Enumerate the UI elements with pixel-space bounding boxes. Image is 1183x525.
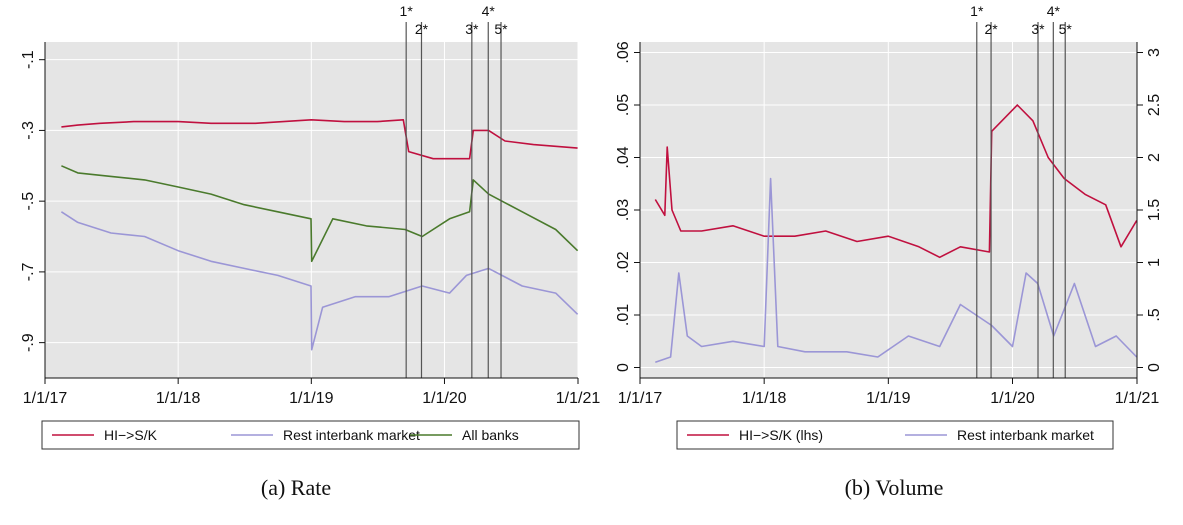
y-tick-label: .05 — [615, 94, 632, 116]
y-tick-label: -.7 — [20, 262, 37, 281]
event-label: 1* — [970, 3, 984, 19]
legend-label: HI−>S/K — [104, 427, 158, 443]
y-tick-label: .04 — [615, 146, 632, 168]
y2-tick-label: 3 — [1146, 48, 1163, 57]
y2-tick-label: 2 — [1146, 153, 1163, 162]
event-label: 3* — [1031, 21, 1045, 37]
x-tick-label: 1/1/21 — [1115, 390, 1160, 407]
axes-rate: 1/1/17 1/1/18 1/1/19 1/1/20 1/1/21 -.1 -.3 -.5 -… — [20, 42, 600, 407]
x-tick-label: 1/1/19 — [866, 390, 911, 407]
y-tick-label: -.9 — [20, 333, 37, 352]
legend-box — [676, 420, 1114, 450]
event-label: 3* — [465, 21, 479, 37]
series-line — [60, 211, 579, 351]
event-label: 5* — [1059, 21, 1073, 37]
legend-rate: HI−>S/K Rest interbank market All banks — [41, 420, 580, 450]
series-line — [61, 165, 579, 263]
y-tick-label: .03 — [615, 199, 632, 221]
y2-tick-label: 1.5 — [1146, 199, 1163, 221]
y2-tick-label: 0 — [1146, 363, 1163, 372]
y-tick-label: .02 — [615, 251, 632, 273]
event-label: 2* — [984, 21, 998, 37]
y-tick-label: .06 — [615, 41, 632, 63]
event-label: 4* — [482, 3, 496, 19]
legend-label: Rest interbank market — [957, 427, 1094, 443]
x-tick-label: 1/1/18 — [156, 390, 201, 407]
series-line — [654, 104, 1138, 259]
y-tick-label: -.3 — [20, 121, 37, 140]
legend-box — [41, 420, 580, 450]
x-tick-label: 1/1/21 — [556, 390, 601, 407]
event-lines-volume: 1*2* 3*4* 5* — [970, 3, 1072, 378]
y-tick-label: 0 — [615, 363, 632, 372]
legend-label: HI−>S/K (lhs) — [739, 427, 823, 443]
y2-tick-label: 1 — [1146, 258, 1163, 267]
x-tick-label: 1/1/17 — [23, 390, 68, 407]
event-label: 5* — [494, 21, 508, 37]
event-lines-rate: 1*2* 3*4* 5* — [400, 3, 508, 378]
series-line — [655, 177, 1138, 364]
series-group-volume — [654, 104, 1138, 364]
x-tick-label: 1/1/17 — [618, 390, 663, 407]
event-label: 2* — [415, 21, 429, 37]
x-tick-label: 1/1/20 — [422, 390, 467, 407]
axes-volume: 1/1/17 1/1/18 1/1/19 1/1/20 1/1/21 0 .01 .02 .03… — [615, 41, 1163, 407]
y-tick-label: .01 — [615, 304, 632, 326]
event-label: 4* — [1047, 3, 1061, 19]
legend-label: Rest interbank market — [283, 427, 420, 443]
y-tick-label: -.5 — [20, 192, 37, 211]
panel-rate: 1*2* 3*4* 5* 1/1/17 1/1/18 1/1/19 1/1/20 1/1/2… — [20, 3, 600, 500]
x-tick-label: 1/1/20 — [990, 390, 1035, 407]
y2-tick-label: 2.5 — [1146, 94, 1163, 116]
y-tick-label: -.1 — [20, 50, 37, 69]
x-tick-label: 1/1/19 — [289, 390, 334, 407]
x-tick-label: 1/1/18 — [742, 390, 787, 407]
legend-volume: HI−>S/K (lhs) Rest interbank market — [676, 420, 1114, 450]
caption-rate: (a) Rate — [261, 475, 331, 500]
event-label: 1* — [400, 3, 414, 19]
legend-label: All banks — [462, 427, 519, 443]
panel-volume: 1*2* 3*4* 5* 1/1/17 1/1/18 1/1/19 1/1/20 1/1/2… — [615, 3, 1163, 500]
caption-volume: (b) Volume — [845, 475, 944, 500]
y2-tick-label: .5 — [1146, 308, 1163, 321]
